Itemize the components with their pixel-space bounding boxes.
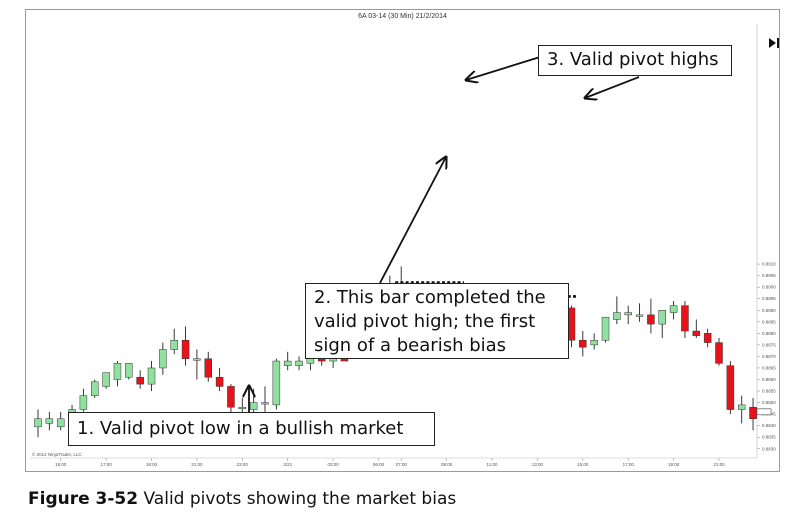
y-tick-label: 0.8905 bbox=[762, 273, 776, 278]
x-tick-label: 03:00 bbox=[327, 462, 339, 467]
candle-up bbox=[170, 340, 178, 350]
candle-up bbox=[79, 395, 88, 410]
candle-up bbox=[159, 349, 167, 369]
candle-up bbox=[737, 404, 746, 410]
x-tick-label: 23:00 bbox=[237, 462, 249, 467]
candle-up bbox=[102, 372, 110, 387]
candle-up bbox=[56, 418, 65, 428]
candle-up bbox=[113, 363, 122, 380]
candle-up bbox=[147, 367, 156, 385]
x-tick-label: 08:00 bbox=[441, 462, 453, 467]
figure-caption: Figure 3-52 Valid pivots showing the mar… bbox=[28, 489, 456, 509]
y-tick-label: 0.8895 bbox=[762, 296, 776, 301]
candle-down bbox=[136, 376, 144, 385]
candle-down bbox=[681, 305, 689, 332]
x-tick-label: 17:00 bbox=[100, 462, 112, 467]
candle-up bbox=[658, 310, 666, 325]
y-tick-label: 0.8880 bbox=[762, 331, 776, 336]
y-tick-label: 0.8850 bbox=[762, 400, 776, 405]
y-tick-label: 0.8860 bbox=[762, 377, 776, 382]
x-tick-label: 17:00 bbox=[623, 462, 635, 467]
x-tick-label: 21:00 bbox=[191, 462, 203, 467]
candle-up bbox=[238, 406, 247, 409]
candle-up bbox=[45, 418, 54, 424]
candle-up bbox=[613, 312, 621, 320]
y-tick-label: 0.8885 bbox=[762, 319, 776, 324]
candle-up bbox=[295, 360, 303, 366]
x-tick-label: 15:00 bbox=[577, 462, 589, 467]
candle-down bbox=[726, 365, 735, 410]
candle-up bbox=[34, 418, 42, 428]
candle-up bbox=[193, 358, 201, 361]
play-end-icon[interactable] bbox=[767, 37, 781, 49]
candle-up bbox=[635, 314, 644, 317]
x-tick-label: 19:00 bbox=[668, 462, 680, 467]
copyright-text: © 2014 NinjaTrader, LLC bbox=[32, 451, 82, 457]
candle-down bbox=[692, 330, 701, 336]
candle-down bbox=[647, 314, 655, 325]
y-tick-label: 0.8900 bbox=[762, 285, 776, 290]
candle-up bbox=[125, 363, 133, 378]
candle-up bbox=[590, 340, 598, 346]
last-price-marker bbox=[756, 408, 772, 416]
y-tick-label: 0.8870 bbox=[762, 354, 776, 359]
x-tick-label: 16:00 bbox=[55, 462, 67, 467]
candle-down bbox=[579, 340, 587, 348]
candle-down bbox=[703, 333, 712, 343]
candle-up bbox=[261, 402, 269, 405]
y-tick-label: 0.8855 bbox=[762, 389, 776, 394]
candle-up bbox=[249, 402, 258, 410]
x-tick-label: 06:00 bbox=[373, 462, 385, 467]
arrow-to-bearish-bar bbox=[379, 157, 446, 284]
candle-down bbox=[204, 358, 212, 378]
callout-bearish-bar: 2. This bar completed the valid pivot hi… bbox=[305, 283, 569, 359]
x-tick-label: 18:00 bbox=[146, 462, 158, 467]
x-tick-label: 13:00 bbox=[532, 462, 544, 467]
y-tick-label: 0.8840 bbox=[762, 423, 776, 428]
candle-down bbox=[227, 386, 235, 408]
callout-pivot-low: 1. Valid pivot low in a bullish market bbox=[68, 412, 435, 446]
x-tick-label: 11:00 bbox=[487, 462, 498, 467]
figure-text: Valid pivots showing the market bias bbox=[138, 489, 457, 509]
y-tick-label: 0.8830 bbox=[762, 446, 776, 451]
candle-up bbox=[669, 305, 678, 313]
y-tick-label: 0.8890 bbox=[762, 308, 776, 313]
arrow-to-top-pivot bbox=[466, 56, 541, 80]
x-tick-label: 21:00 bbox=[713, 462, 725, 467]
x-tick-label: 07:00 bbox=[396, 462, 408, 467]
candle-up bbox=[283, 360, 292, 366]
y-tick-label: 0.8835 bbox=[762, 435, 776, 440]
candle-up bbox=[624, 312, 632, 316]
candle-up bbox=[272, 360, 281, 406]
candle-down bbox=[567, 307, 576, 341]
y-tick-label: 0.8875 bbox=[762, 342, 776, 347]
candle-up bbox=[91, 381, 99, 396]
chart-window-title: 6A 03-14 (30 Min) 21/2/2014 bbox=[358, 13, 447, 20]
arrow-to-right-pivot bbox=[585, 76, 640, 98]
x-tick-label: 2/21 bbox=[283, 462, 292, 467]
candle-up bbox=[601, 316, 610, 341]
figure-label: Figure 3-52 bbox=[28, 489, 139, 509]
candle-down bbox=[215, 376, 224, 387]
callout-pivot-highs: 3. Valid pivot highs bbox=[538, 45, 732, 76]
candle-down bbox=[749, 406, 757, 420]
y-tick-label: 0.8910 bbox=[762, 262, 776, 267]
candle-down bbox=[181, 340, 190, 359]
candle-down bbox=[715, 342, 723, 364]
y-tick-label: 0.8865 bbox=[762, 365, 776, 370]
